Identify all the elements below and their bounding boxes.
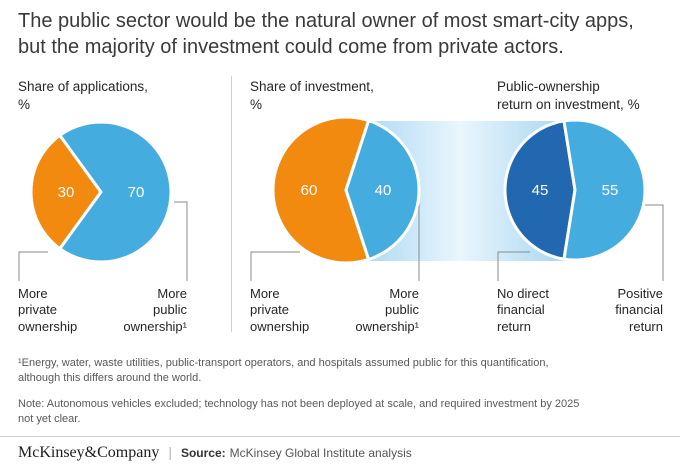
value-label: 55	[602, 182, 619, 199]
mckinsey-logo: McKinsey&Company	[18, 444, 160, 461]
label-more-public-ownership: More public ownership¹	[123, 286, 187, 334]
leader-line	[18, 251, 48, 281]
value-label: 40	[375, 182, 392, 199]
leader-line	[250, 251, 300, 281]
footnote: ¹Energy, water, waste utilities, public-…	[18, 357, 549, 385]
leader-line	[174, 201, 188, 281]
label-more-public-ownership: More public ownership¹	[355, 286, 419, 334]
value-label: 45	[532, 182, 549, 199]
value-label: 60	[301, 182, 318, 199]
pie-slice	[29, 133, 103, 251]
label-no-direct-financial-return: No direct financial return	[497, 286, 550, 334]
page-title: The public sector would be the natural o…	[18, 10, 634, 58]
pie-public-ownership-roi	[503, 118, 647, 262]
label-positive-financial-return: Positive financial return	[615, 286, 663, 334]
leader-line	[643, 204, 664, 281]
vertical-divider	[231, 76, 232, 332]
value-label: 30	[58, 184, 75, 201]
pie-share-of-applications	[29, 120, 173, 264]
label-more-private-ownership: More private ownership	[250, 286, 310, 334]
pie-slice	[344, 119, 421, 261]
label-more-private-ownership: More private ownership	[18, 286, 78, 334]
note: Note: Autonomous vehicles excluded; tech…	[18, 398, 580, 426]
footer: McKinsey&Company | Source: McKinsey Glob…	[18, 444, 412, 462]
value-label: 70	[128, 184, 145, 201]
pie-slice	[271, 115, 371, 265]
source-label: Source:	[180, 446, 226, 460]
pie-slice	[503, 119, 577, 261]
pie-share-of-investment	[271, 115, 421, 265]
pie-slice	[58, 120, 173, 264]
panel-heading-roi: Public-ownership return on investment, %	[497, 79, 640, 113]
footer-pipe: |	[168, 444, 172, 460]
panel-heading-applications: Share of applications, %	[18, 79, 148, 113]
leader-line	[497, 251, 530, 281]
panel-heading-investment: Share of investment, %	[250, 79, 374, 113]
footer-divider	[0, 436, 680, 437]
pie-slice	[562, 118, 647, 262]
source-text: McKinsey Global Institute analysis	[229, 446, 412, 460]
